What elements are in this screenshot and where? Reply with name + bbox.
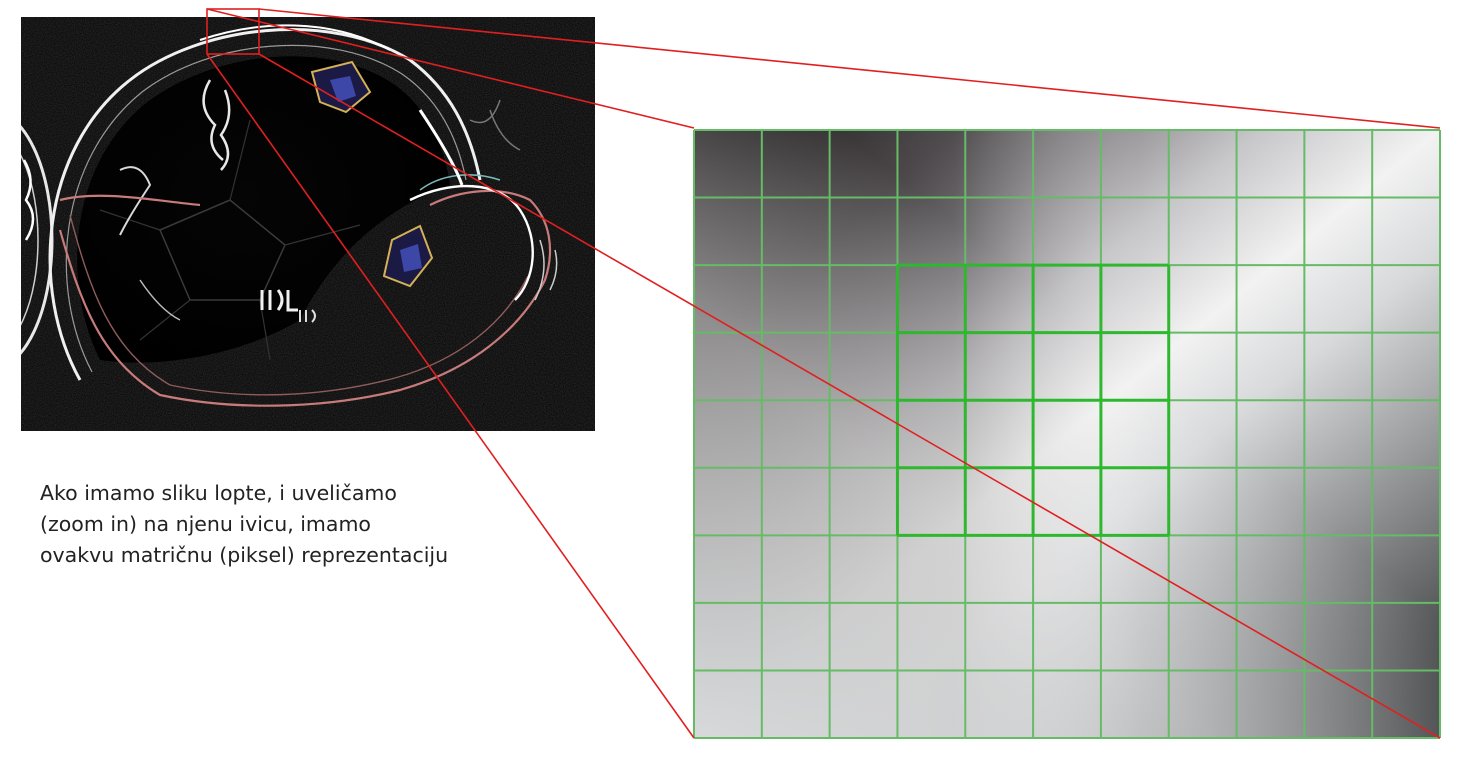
zoom-connector-lines	[206, 8, 1441, 739]
connector-bottom-right	[258, 53, 1441, 739]
zoomed-pixel-region	[694, 130, 1440, 738]
highlighted-pixel-block	[895, 263, 1171, 537]
connector-top-left	[206, 8, 695, 129]
connector-bottom-left	[206, 53, 695, 739]
caption-line-2: (zoom in) na njenu ivicu, imamo	[40, 512, 371, 536]
connector-top-right	[258, 8, 1441, 129]
caption-line-1: Ako imamo sliku lopte, i uveličamo	[40, 481, 397, 505]
zoom-selection-rectangle	[206, 8, 260, 55]
caption-text: Ako imamo sliku lopte, i uveličamo (zoom…	[40, 478, 560, 571]
edge-detected-ball-photo	[21, 17, 595, 431]
caption-line-3: ovakvu matričnu (piksel) reprezentaciju	[40, 543, 449, 567]
